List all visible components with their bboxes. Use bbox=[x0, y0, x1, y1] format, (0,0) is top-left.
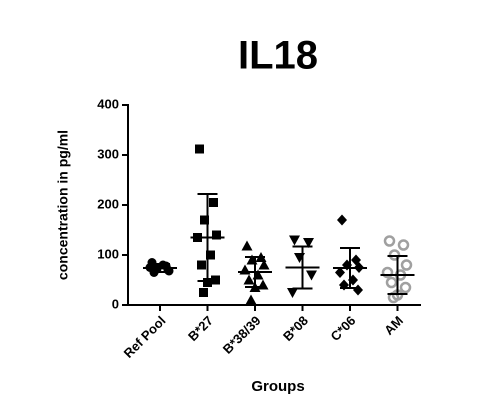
x-tick-label: AM bbox=[381, 313, 406, 338]
point bbox=[287, 288, 298, 298]
point bbox=[209, 198, 218, 207]
point bbox=[200, 215, 209, 225]
point bbox=[199, 288, 208, 297]
y-tick-label: 200 bbox=[97, 196, 119, 211]
point bbox=[303, 238, 314, 248]
y-tick-label: 0 bbox=[112, 296, 119, 311]
y-tick-label: 300 bbox=[97, 146, 119, 161]
point bbox=[400, 259, 413, 271]
point bbox=[258, 259, 270, 270]
point bbox=[383, 235, 396, 247]
point bbox=[195, 144, 204, 154]
y-axis-label: concentration in pg/ml bbox=[55, 130, 71, 280]
x-tick-label: B*08 bbox=[280, 313, 311, 344]
point bbox=[197, 260, 206, 270]
x-axis-label: Groups bbox=[251, 378, 304, 395]
x-tick-label: C*06 bbox=[327, 313, 358, 344]
point bbox=[163, 265, 173, 275]
x-tick-label: B*27 bbox=[185, 313, 216, 344]
point bbox=[381, 266, 394, 279]
point bbox=[306, 270, 317, 281]
point bbox=[245, 294, 257, 305]
point bbox=[397, 239, 410, 251]
point bbox=[212, 230, 221, 240]
chart-title: IL18 bbox=[238, 34, 318, 78]
point bbox=[289, 235, 300, 246]
point bbox=[385, 276, 398, 289]
y-tick-label: 400 bbox=[97, 96, 119, 111]
x-tick-label: Ref Pool bbox=[121, 313, 169, 361]
point bbox=[241, 240, 253, 251]
x-tick-label: B*38/39 bbox=[220, 313, 264, 357]
point bbox=[203, 278, 212, 287]
point bbox=[206, 250, 215, 260]
point bbox=[243, 274, 255, 285]
y-tick-label: 100 bbox=[97, 246, 119, 261]
point bbox=[335, 267, 345, 278]
point bbox=[353, 284, 363, 296]
point bbox=[337, 214, 347, 226]
point bbox=[399, 281, 412, 294]
